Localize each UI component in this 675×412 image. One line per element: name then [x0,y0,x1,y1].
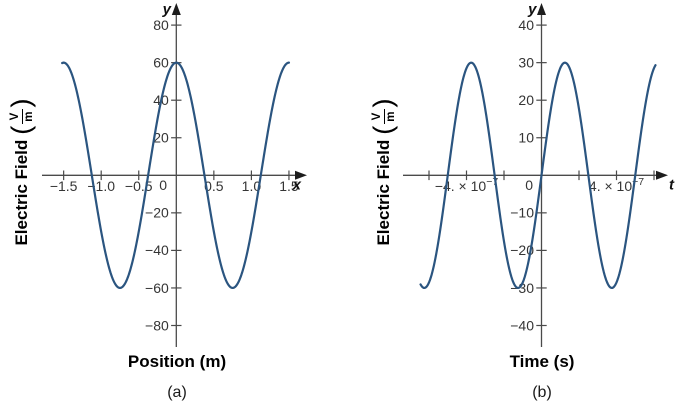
wave-curve-b [419,61,657,290]
unit-volts-per-meter-b: ( V m ) [367,98,398,135]
x-tick-label-a: 1.5 [279,178,299,194]
unit-numerator-b: V [371,112,384,121]
y-axis-title-a: Electric Field ( V m ) [0,84,44,260]
fraction-v-over-m-b: V m [371,107,397,125]
x-axis-arrow-b [656,170,668,180]
y-axis-title-text-a: Electric Field [12,139,31,246]
y-axis-arrow-b [537,3,546,15]
y-axis-arrow-a [171,3,181,15]
unit-denominator-b: m [383,109,397,124]
x-tick-label-b: 4. × 10−7 [589,176,644,194]
figure-caption-b: (b) [532,384,552,401]
chart-b: −4. × 10−7 4. × 10−7 40 30 20 10 −10 −20 −30 −40 0… [403,1,675,347]
close-paren-b: ) [367,98,398,108]
wave-curve-a [61,61,291,290]
y-axis-letter-b: y [527,1,537,18]
y-tick-label-a: 20 [153,130,169,146]
x-axis-title-b: Time (s) [509,352,575,371]
origin-label-a: 0 [159,177,167,193]
x-tick-label-a: 0.5 [204,178,224,194]
close-paren-a: ) [5,98,36,108]
y-axis-title-text-b: Electric Field [374,139,393,246]
y-tick-label-a: −20 [145,205,169,221]
y-tick-label-a: 60 [153,54,169,70]
chart-a: −1.5 −1.0 −0.5 0.5 1.0 1.580604020−20−40−60−8… [42,1,307,347]
y-tick-label-b: −40 [510,317,534,333]
y-axis-letter-a: y [162,1,172,18]
fraction-v-over-m-a: V m [9,107,35,125]
y-tick-label-a: −80 [145,317,169,333]
x-tick-label-a: −0.5 [125,178,153,194]
open-paren-b: ( [367,125,398,135]
unit-numerator-a: V [9,112,22,121]
x-tick-label-a: −1.5 [50,178,78,194]
x-tick-label-b: −4. × 10−7 [435,176,499,194]
unit-denominator-a: m [21,109,35,124]
y-tick-label-b: 10 [518,130,534,146]
y-axis-title-b: Electric Field ( V m ) [362,84,406,260]
x-axis-title-a: Position (m) [127,352,227,371]
y-tick-label-a: −60 [145,280,169,296]
y-tick-label-b: −10 [510,205,534,221]
open-paren-a: ( [5,125,36,135]
y-tick-label-b: 30 [518,54,534,70]
y-tick-label-b: −20 [510,242,534,258]
unit-volts-per-meter-a: ( V m ) [5,98,36,135]
y-tick-label-b: 40 [518,17,534,33]
y-tick-label-b: −30 [510,280,534,296]
origin-label-b: 0 [525,177,533,193]
x-axis-letter-a: x [292,176,302,193]
y-tick-label-b: 20 [518,92,534,108]
x-tick-label-a: 1.0 [242,178,262,194]
x-axis-arrow-a [295,170,307,180]
y-tick-label-a: 80 [153,17,169,33]
y-tick-label-a: −40 [145,242,169,258]
figure-caption-a: (a) [167,384,187,401]
x-axis-letter-b: t [669,176,675,193]
